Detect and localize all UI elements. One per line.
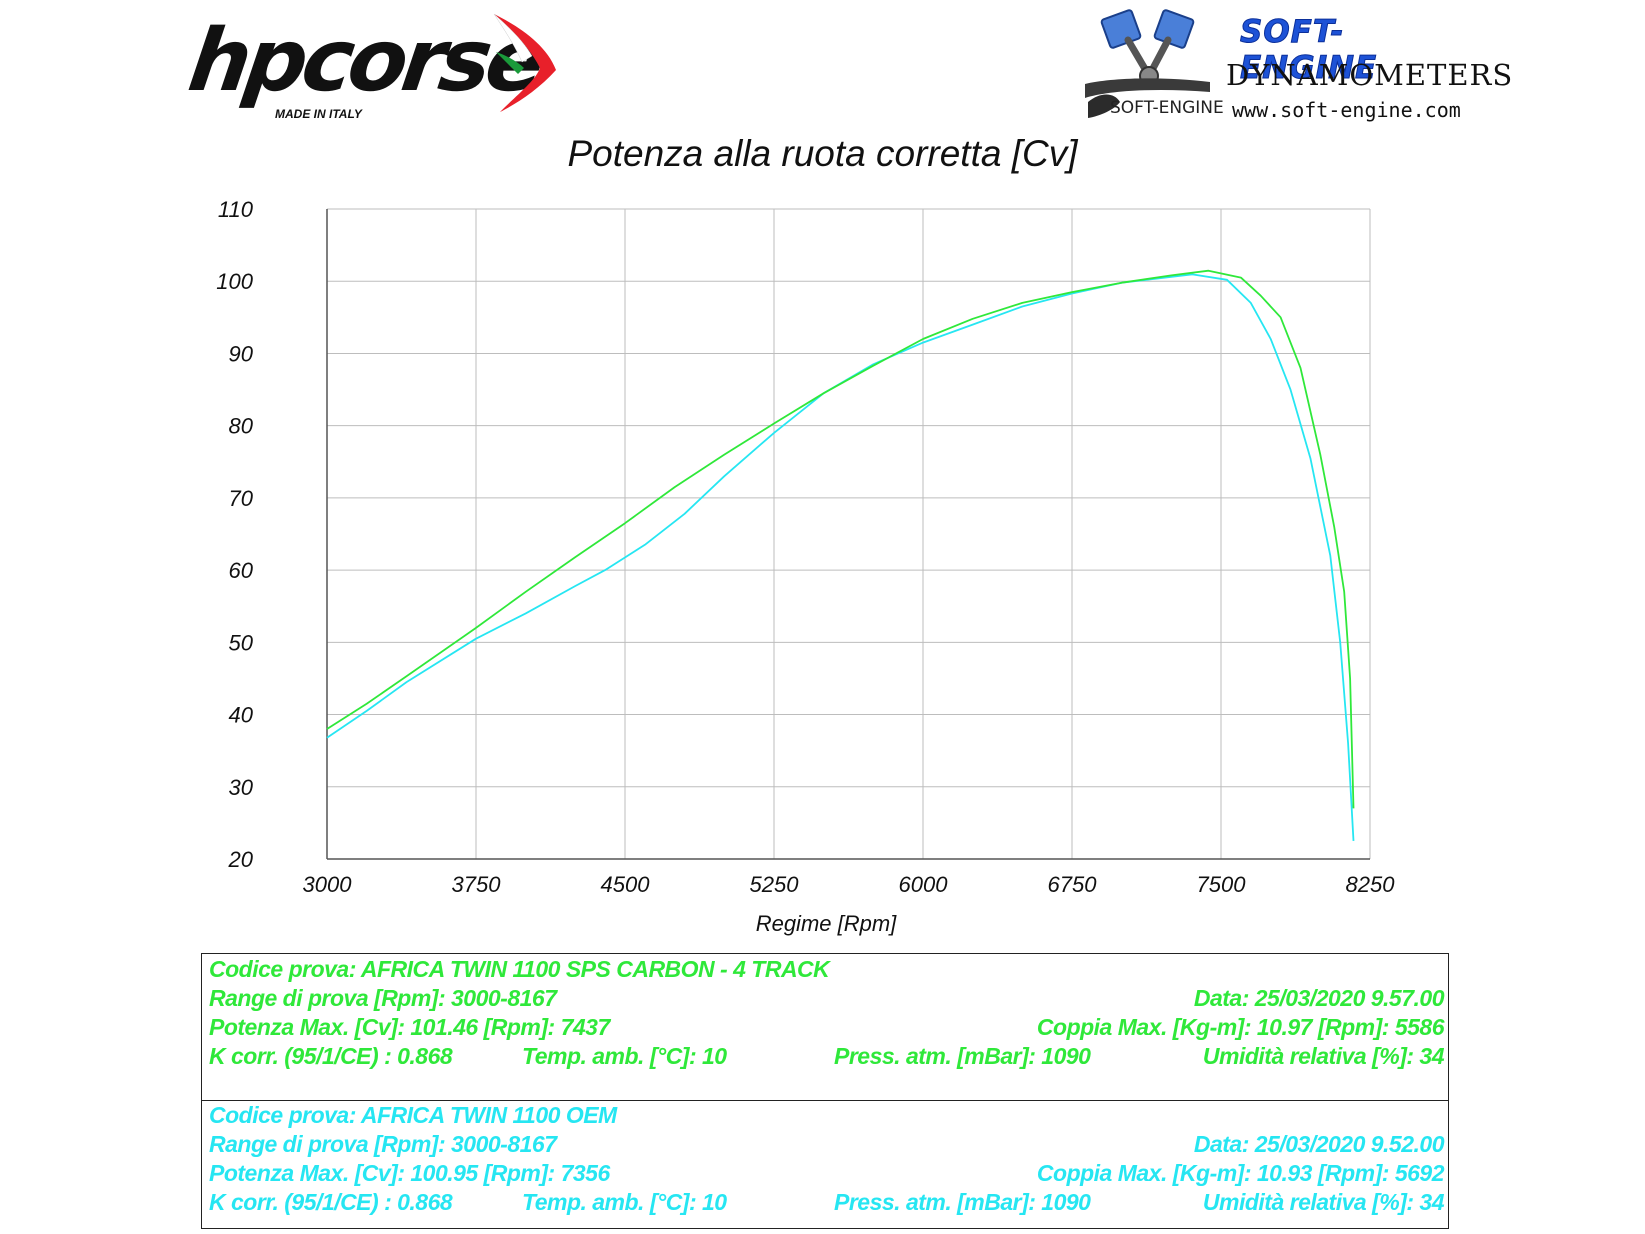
hpcorse-logo: hpcorse MADE IN ITALY [183, 8, 570, 128]
test-info-box: Codice prova: AFRICA TWIN 1100 SPS CARBO… [201, 953, 1449, 1229]
softengine-logo: SOFT-ENGINE DYNAMOMETERS www.soft-engine… [1080, 6, 1512, 126]
y-tick-label: 90 [229, 341, 254, 366]
run-separator [202, 1100, 1448, 1101]
y-tick-label: 30 [229, 775, 254, 800]
run1-umid: Umidità relativa [%]: 34 [1202, 1043, 1445, 1069]
run2-potenza: Potenza Max. [Cv]: 100.95 [Rpm]: 7356 [209, 1160, 610, 1186]
x-tick-label: 7500 [1197, 872, 1247, 897]
chart-grid [326, 208, 1371, 860]
run2-press: Press. atm. [mBar]: 1090 [834, 1189, 1091, 1215]
y-tick-label: 20 [228, 847, 254, 872]
x-tick-label: 8250 [1346, 872, 1396, 897]
x-tick-label: 6000 [899, 872, 949, 897]
run1-temp: Temp. amb. [°C]: 10 [522, 1043, 727, 1069]
run2-coppia: Coppia Max. [Kg-m]: 10.93 [Rpm]: 5692 [1036, 1160, 1445, 1186]
chart-ticks: 3000 3750 4500 5250 6000 6750 7500 8250 20 30 40 50… [216, 197, 1395, 897]
series-line-green [326, 269, 1355, 809]
run1-coppia: Coppia Max. [Kg-m]: 10.97 [Rpm]: 5586 [1036, 1014, 1445, 1040]
run2-umid: Umidità relativa [%]: 34 [1202, 1189, 1445, 1215]
y-tick-label: 70 [229, 486, 254, 511]
run2-row3: Potenza Max. [Cv]: 100.95 [Rpm]: 7356 Co… [202, 1158, 1448, 1188]
softengine-subtitle: DYNAMOMETERS [1226, 58, 1514, 92]
chart-title: Potenza alla ruota corretta [Cv] [567, 133, 1078, 174]
run1-codice: Codice prova: AFRICA TWIN 1100 SPS CARBO… [209, 956, 830, 982]
power-chart: 3000 3750 4500 5250 6000 6750 7500 8250 20 30 40 50… [216, 197, 1395, 936]
run1-row1: Codice prova: AFRICA TWIN 1100 SPS CARBO… [202, 954, 1448, 984]
run2-data: Data: 25/03/2020 9.52.00 [1193, 1131, 1445, 1157]
pistons-icon [1085, 9, 1210, 118]
y-tick-label: 60 [229, 558, 254, 583]
run1-potenza: Potenza Max. [Cv]: 101.46 [Rpm]: 7437 [209, 1014, 610, 1040]
run1-row3: Potenza Max. [Cv]: 101.46 [Rpm]: 7437 Co… [202, 1012, 1448, 1042]
hpcorse-tagline: MADE IN ITALY [275, 107, 362, 121]
run1-range: Range di prova [Rpm]: 3000-8167 [209, 985, 557, 1011]
run1-row2: Range di prova [Rpm]: 3000-8167 Data: 25… [202, 983, 1448, 1013]
softengine-mark: SOFT-ENGINE [1110, 98, 1224, 118]
y-tick-label: 100 [216, 269, 253, 294]
run1-data: Data: 25/03/2020 9.57.00 [1193, 985, 1445, 1011]
run1-row4: K corr. (95/1/CE) : 0.868 Temp. amb. [°C… [202, 1041, 1448, 1071]
run2-codice: Codice prova: AFRICA TWIN 1100 OEM [209, 1102, 617, 1128]
run2-kcorr: K corr. (95/1/CE) : 0.868 [209, 1189, 453, 1215]
y-tick-label: 40 [229, 703, 254, 728]
x-tick-label: 3000 [303, 872, 353, 897]
softengine-wordmark: SOFT-ENGINE [1240, 14, 1378, 87]
x-tick-label: 6750 [1048, 872, 1098, 897]
y-tick-label: 80 [229, 414, 254, 439]
series-line-cyan [326, 273, 1355, 841]
run1-kcorr: K corr. (95/1/CE) : 0.868 [209, 1043, 453, 1069]
softengine-website: www.soft-engine.com [1232, 98, 1461, 122]
x-axis-label: Regime [Rpm] [756, 911, 897, 936]
y-tick-label: 110 [218, 197, 254, 222]
run1-press: Press. atm. [mBar]: 1090 [834, 1043, 1091, 1069]
run2-range: Range di prova [Rpm]: 3000-8167 [209, 1131, 557, 1157]
x-tick-label: 4500 [601, 872, 651, 897]
run2-row4: K corr. (95/1/CE) : 0.868 Temp. amb. [°C… [202, 1187, 1448, 1217]
run2-row1: Codice prova: AFRICA TWIN 1100 OEM [202, 1100, 1448, 1130]
x-tick-label: 3750 [452, 872, 502, 897]
chart-series [326, 269, 1355, 841]
run2-row2: Range di prova [Rpm]: 3000-8167 Data: 25… [202, 1129, 1448, 1159]
x-tick-label: 5250 [750, 872, 800, 897]
y-tick-label: 50 [229, 630, 254, 655]
italian-flag-swoosh-icon [493, 13, 556, 112]
run2-temp: Temp. amb. [°C]: 10 [522, 1189, 727, 1215]
